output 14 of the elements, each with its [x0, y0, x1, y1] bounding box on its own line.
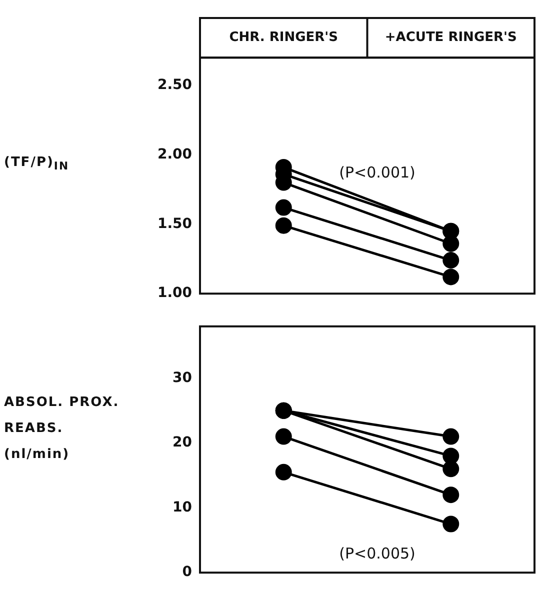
- y-tick-label: 2.00: [157, 146, 192, 162]
- y-tick-label: 1.00: [157, 285, 192, 302]
- y-tick-label: 20: [172, 434, 192, 451]
- x-tick-label: +ACUTE RINGER'S: [384, 30, 517, 46]
- x-tick-label: CHR. RINGER'S: [229, 30, 338, 46]
- annotation: (P<0.005): [339, 544, 416, 563]
- annotation: (P<0.001): [339, 164, 416, 182]
- y-tick-label: 0: [182, 564, 192, 580]
- y-tick-label: 10: [172, 499, 192, 516]
- y-tick-label: 2.50: [157, 77, 192, 94]
- y-tick-label: 1.50: [157, 216, 192, 232]
- y-axis-title: ABSOL. PROX. REABS. (nl/min): [4, 394, 120, 464]
- y-axis-title: (TF/P)$_{IN}$: [4, 154, 70, 175]
- y-tick-label: 30: [172, 370, 192, 386]
